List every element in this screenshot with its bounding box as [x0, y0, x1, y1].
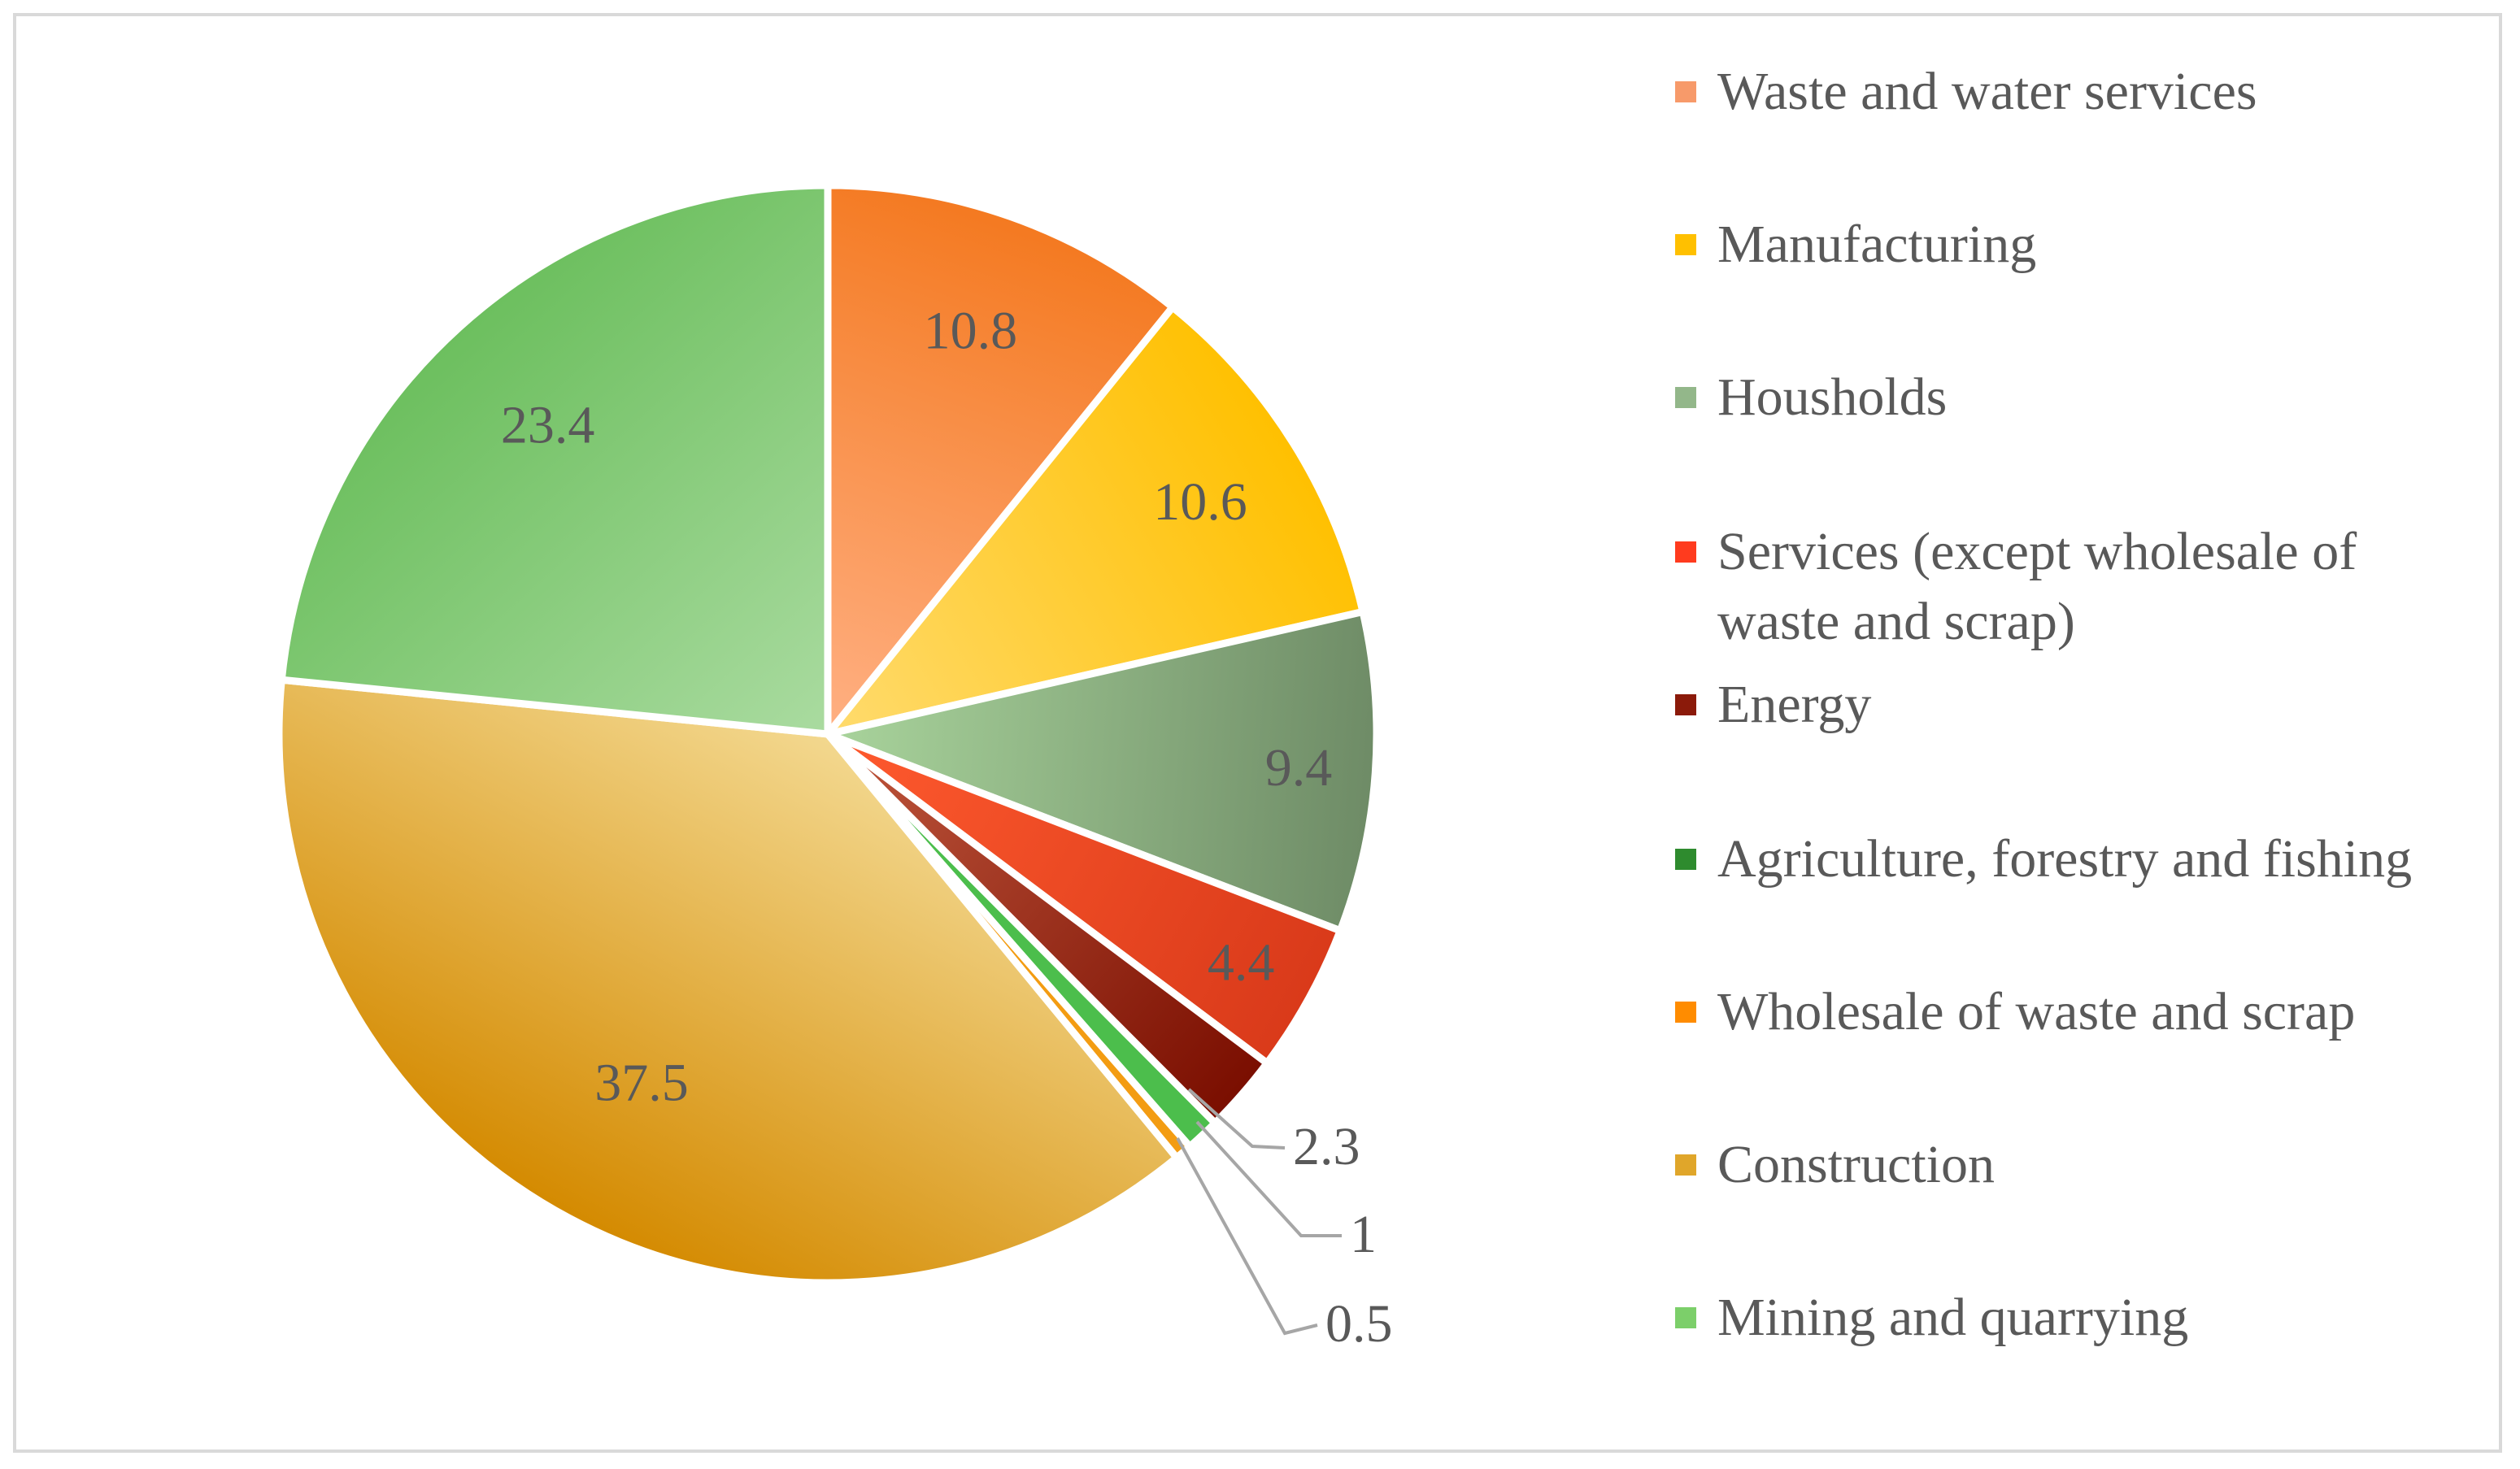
slice-label: 37.5: [594, 1054, 689, 1113]
legend-item: Waste and water services: [1675, 57, 2466, 127]
slice-label: 4.4: [1208, 933, 1275, 993]
legend-label: Energy: [1717, 675, 1872, 734]
legend-item: Housholds: [1675, 363, 2466, 432]
slice-label: 2.3: [1293, 1117, 1360, 1176]
slice-label: 10.8: [924, 302, 1018, 361]
legend-item: Mining and quarrying: [1675, 1283, 2466, 1353]
legend-swatch: [1675, 387, 1696, 408]
legend-swatch: [1675, 234, 1696, 255]
legend-item: Manufacturing: [1675, 210, 2466, 280]
pie-slice: [824, 303, 1367, 738]
legend-swatch: [1675, 541, 1696, 563]
pie-slice: [277, 181, 832, 738]
slice-label: 9.4: [1265, 738, 1333, 798]
legend-swatch: [1675, 81, 1696, 102]
leader-line: [1176, 1137, 1318, 1336]
leader-lines: [1176, 1088, 1342, 1336]
pie-slice: [824, 181, 1177, 738]
legend-label: Waste and water services: [1717, 62, 2257, 121]
legend-label: Manufacturing: [1717, 215, 2037, 274]
legend-item: Agriculture, forestry and fishing: [1675, 824, 2466, 894]
slice-label: 23.4: [501, 396, 595, 455]
pie-slices: [275, 181, 1381, 1287]
legend-item: Energy: [1675, 670, 2466, 740]
legend-label: Services (except wholesale of waste and …: [1717, 522, 2357, 651]
legend-item: Services (except wholesale of waste and …: [1675, 517, 2466, 657]
legend-item: Construction: [1675, 1130, 2466, 1200]
legend-swatch: [1675, 694, 1696, 715]
legend-swatch: [1675, 1307, 1696, 1328]
legend-swatch: [1675, 1002, 1696, 1023]
slice-labels: 10.8 10.6 9.4 4.4 2.3 1 0.5 37.5 23.4: [501, 302, 1393, 1354]
legend-label: Housholds: [1717, 367, 1948, 427]
legend-swatch: [1675, 849, 1696, 870]
leader-line: [1195, 1120, 1342, 1237]
slice-label: 0.5: [1325, 1294, 1393, 1354]
legend-item: Wholesale of waste and scrap: [1675, 977, 2466, 1047]
slice-label: 10.6: [1153, 472, 1247, 532]
legend-label: Agriculture, forestry and fishing: [1717, 829, 2413, 889]
legend-label: Wholesale of waste and scrap: [1717, 982, 2356, 1041]
legend-label: Construction: [1717, 1135, 1995, 1194]
leader-line: [1187, 1088, 1286, 1150]
pie-slice: [824, 608, 1381, 935]
pie-slice: [275, 676, 1181, 1287]
legend-label: Mining and quarrying: [1717, 1288, 2189, 1347]
slice-label: 1: [1350, 1205, 1377, 1264]
legend-swatch: [1675, 1154, 1696, 1176]
